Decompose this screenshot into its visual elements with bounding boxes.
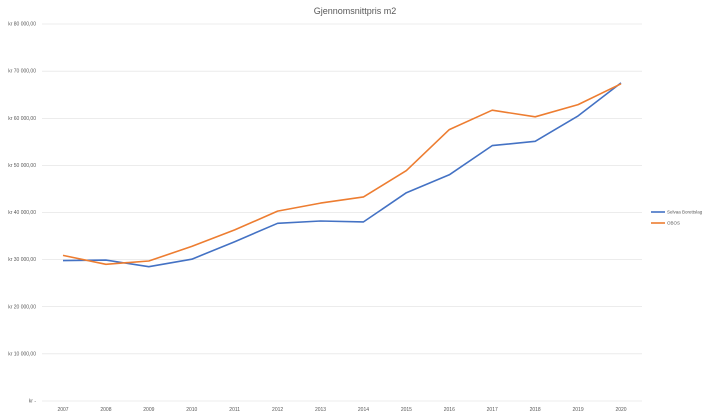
x-tick-label: 2020 xyxy=(615,407,626,413)
x-tick-label: 2013 xyxy=(315,407,326,413)
y-tick-label: kr 80 000,00 xyxy=(8,22,36,28)
legend-label: OBOS xyxy=(667,221,680,226)
x-tick-label: 2018 xyxy=(530,407,541,413)
y-tick-label: kr 40 000,00 xyxy=(8,210,36,216)
y-tick-label: kr - xyxy=(29,399,37,405)
y-tick-label: kr 50 000,00 xyxy=(8,163,36,169)
x-tick-label: 2007 xyxy=(57,407,68,413)
x-tick-label: 2009 xyxy=(143,407,154,413)
y-tick-label: kr 60 000,00 xyxy=(8,116,36,122)
x-tick-label: 2008 xyxy=(100,407,111,413)
gridlines xyxy=(42,23,642,402)
x-tick-label: 2010 xyxy=(186,407,197,413)
x-tick-label: 2014 xyxy=(358,407,369,413)
series-line-2 xyxy=(62,83,622,266)
x-tick-label: 2015 xyxy=(401,407,412,413)
y-axis-tick-labels: kr - kr 10 000,00 kr 20 000,00 kr 30 000,00… xyxy=(8,22,36,405)
legend: Selvaa Borettslag OBOS xyxy=(651,210,703,226)
y-tick-label: kr 20 000,00 xyxy=(8,304,36,310)
chart-title: Gjennomsnittpris m2 xyxy=(314,6,397,16)
series-line-1 xyxy=(62,82,622,268)
x-axis-tick-labels: 2007 2008 2009 2010 2011 2012 2013 2014 2015 2016… xyxy=(57,407,626,413)
x-tick-label: 2011 xyxy=(229,407,240,413)
x-tick-label: 2012 xyxy=(272,407,283,413)
x-tick-label: 2019 xyxy=(573,407,584,413)
series-lines xyxy=(62,82,622,268)
y-tick-label: kr 70 000,00 xyxy=(8,69,36,75)
legend-label: Selvaa Borettslag xyxy=(667,210,703,215)
x-tick-label: 2017 xyxy=(487,407,498,413)
y-tick-label: kr 10 000,00 xyxy=(8,351,36,357)
y-tick-label: kr 30 000,00 xyxy=(8,257,36,263)
x-tick-label: 2016 xyxy=(444,407,455,413)
